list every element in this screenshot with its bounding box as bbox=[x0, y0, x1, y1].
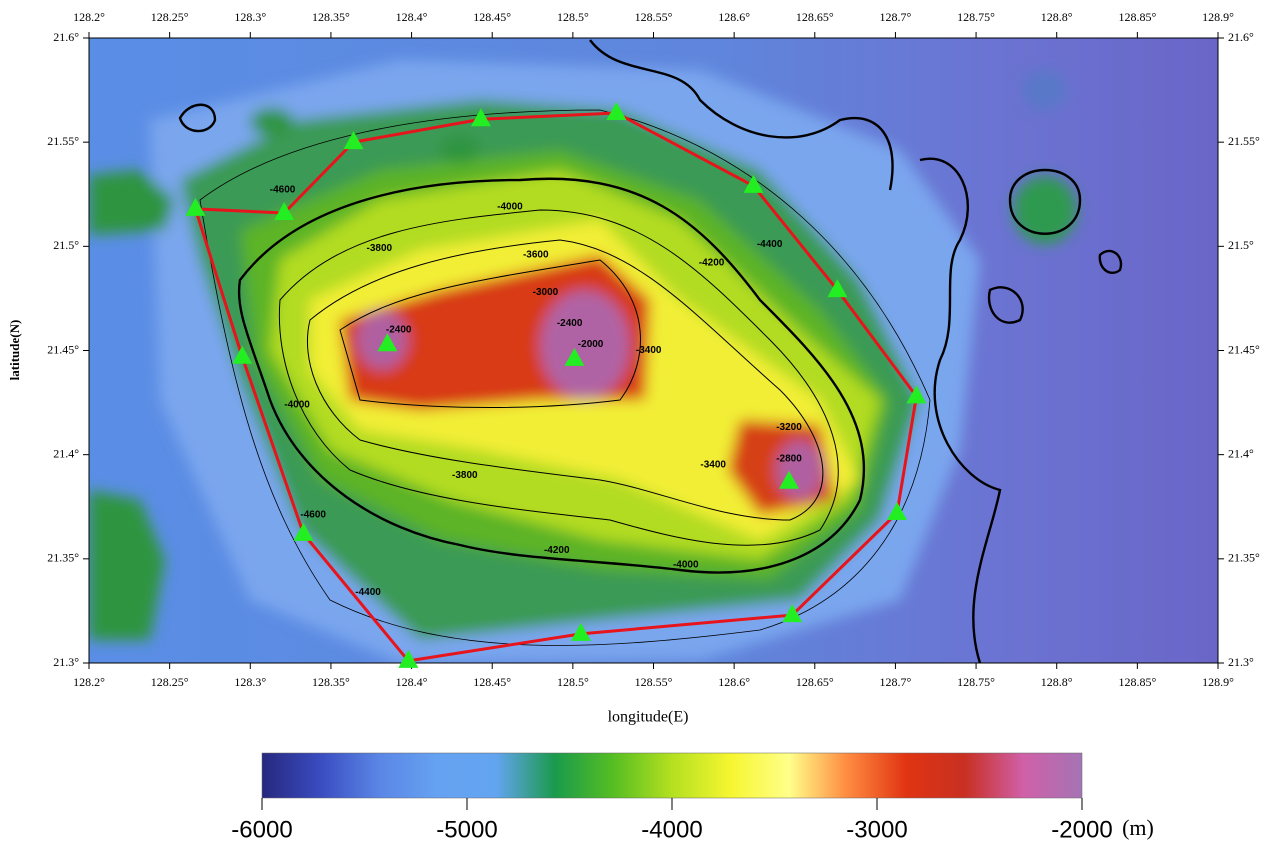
y-tick-label-right: 21.4° bbox=[1228, 446, 1254, 460]
x-tick-label: 128.75° bbox=[957, 675, 995, 689]
x-tick-label-top: 128.6° bbox=[718, 10, 750, 24]
colorbar-tick-label: -3000 bbox=[846, 816, 907, 843]
y-tick-label-right: 21.45° bbox=[1228, 342, 1260, 356]
x-tick-label-top: 128.45° bbox=[473, 10, 511, 24]
y-tick-label: 21.45° bbox=[47, 342, 79, 356]
contour-label: -4000 bbox=[284, 399, 310, 410]
x-tick-label: 128.55° bbox=[635, 675, 673, 689]
contour-label: -3000 bbox=[533, 287, 559, 298]
contour-label: -4400 bbox=[757, 239, 783, 250]
x-tick-label: 128.2° bbox=[73, 675, 105, 689]
x-axis-label: longitude(E) bbox=[608, 709, 689, 726]
contour-label: -2800 bbox=[776, 453, 802, 464]
x-tick-label-top: 128.8° bbox=[1041, 10, 1073, 24]
x-tick-label-top: 128.75° bbox=[957, 10, 995, 24]
x-tick-label-top: 128.35° bbox=[312, 10, 350, 24]
x-tick-label: 128.5° bbox=[557, 675, 589, 689]
colorbar-unit: (m) bbox=[1122, 815, 1154, 840]
y-tick-label: 21.3° bbox=[53, 655, 79, 669]
x-tick-label: 128.4° bbox=[396, 675, 428, 689]
x-tick-label: 128.85° bbox=[1118, 675, 1156, 689]
x-tick-label-top: 128.5° bbox=[557, 10, 589, 24]
y-tick-label-right: 21.35° bbox=[1228, 551, 1260, 565]
y-tick-label: 21.6° bbox=[53, 30, 79, 44]
y-tick-label-right: 21.3° bbox=[1228, 655, 1254, 669]
colorbar-tick-label: -2000 bbox=[1051, 816, 1112, 843]
contour-label: -3800 bbox=[367, 243, 393, 254]
contour-label: -3200 bbox=[776, 422, 802, 433]
contour-label: -3400 bbox=[636, 345, 662, 356]
x-tick-label-top: 128.25° bbox=[151, 10, 189, 24]
contour-label: -4400 bbox=[355, 587, 381, 598]
x-tick-label-top: 128.65° bbox=[796, 10, 834, 24]
contour-label: -2400 bbox=[557, 318, 583, 329]
y-axis-label: latitude(N) bbox=[7, 320, 22, 381]
contour-label: -4600 bbox=[270, 185, 296, 196]
x-tick-label: 128.45° bbox=[473, 675, 511, 689]
x-tick-label-top: 128.2° bbox=[73, 10, 105, 24]
x-tick-label-top: 128.7° bbox=[880, 10, 912, 24]
contour-label: -4000 bbox=[673, 560, 699, 571]
y-tick-label-right: 21.6° bbox=[1228, 30, 1254, 44]
x-tick-label: 128.25° bbox=[151, 675, 189, 689]
colorbar-tick-label: -4000 bbox=[641, 816, 702, 843]
x-tick-label-top: 128.9° bbox=[1202, 10, 1234, 24]
colorbar-tick-label: -5000 bbox=[436, 816, 497, 843]
contour-label: -4600 bbox=[300, 510, 326, 521]
x-tick-label: 128.9° bbox=[1202, 675, 1234, 689]
contour-label: -4200 bbox=[699, 258, 725, 269]
contour-label: -3800 bbox=[452, 470, 478, 481]
x-tick-label: 128.65° bbox=[796, 675, 834, 689]
x-tick-label-top: 128.55° bbox=[635, 10, 673, 24]
colorbar-tick-label: -6000 bbox=[231, 816, 292, 843]
y-tick-label: 21.4° bbox=[53, 446, 79, 460]
y-tick-label: 21.35° bbox=[47, 551, 79, 565]
y-tick-label-right: 21.5° bbox=[1228, 238, 1254, 252]
x-tick-label: 128.6° bbox=[718, 675, 750, 689]
x-tick-label-top: 128.4° bbox=[396, 10, 428, 24]
contour-label: -2000 bbox=[578, 339, 604, 350]
x-tick-label: 128.3° bbox=[234, 675, 266, 689]
y-tick-label: 21.5° bbox=[53, 238, 79, 252]
contour-label: -3400 bbox=[700, 460, 726, 471]
x-tick-label-top: 128.3° bbox=[234, 10, 266, 24]
x-tick-label-top: 128.85° bbox=[1118, 10, 1156, 24]
x-tick-label: 128.7° bbox=[880, 675, 912, 689]
map-figure: longitude(E) latitude(N) (m) 128.2° 128.2… bbox=[0, 0, 1277, 845]
contour-label: -4000 bbox=[497, 201, 523, 212]
colorbar bbox=[262, 753, 1082, 798]
contour-label: -3600 bbox=[523, 249, 549, 260]
x-tick-label: 128.35° bbox=[312, 675, 350, 689]
y-tick-label: 21.55° bbox=[47, 134, 79, 148]
contour-label: -4200 bbox=[544, 545, 570, 556]
y-tick-label-right: 21.55° bbox=[1228, 134, 1260, 148]
page: longitude(E) latitude(N) (m) 128.2° 128.2… bbox=[0, 0, 1277, 850]
x-tick-label: 128.8° bbox=[1041, 675, 1073, 689]
contour-label: -2400 bbox=[386, 324, 412, 335]
